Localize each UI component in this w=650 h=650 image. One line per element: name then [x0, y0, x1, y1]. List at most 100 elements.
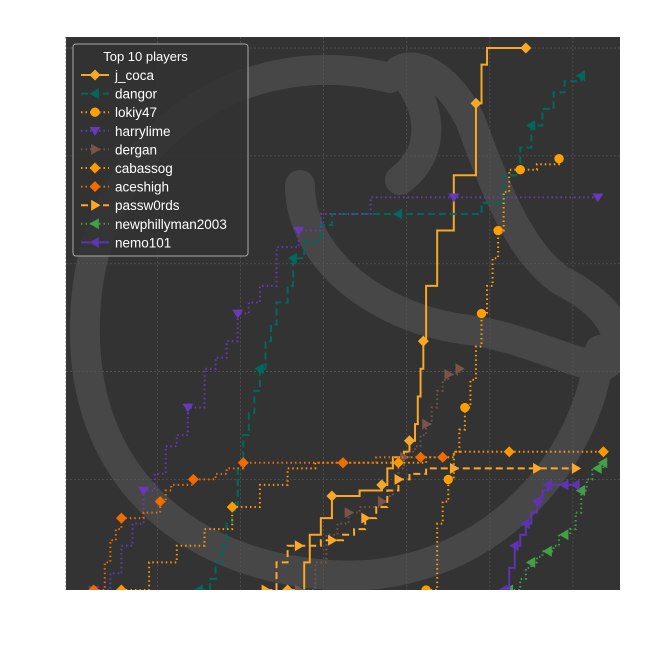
series-lokiy47 [421, 153, 564, 590]
legend-item-cabassog: cabassog [81, 161, 173, 176]
data-point [559, 529, 569, 541]
data-point [559, 479, 569, 491]
data-point [392, 457, 404, 469]
legend-marker [89, 218, 99, 230]
data-point [575, 70, 586, 82]
legend-label: lokiy47 [115, 105, 157, 120]
series-line [121, 450, 604, 590]
data-point [592, 193, 604, 203]
data-point [237, 457, 249, 469]
data-point [503, 446, 515, 458]
series-layer [88, 42, 609, 590]
data-point [417, 335, 429, 347]
data-point [400, 451, 410, 463]
legend-item-dergan: dergan [81, 142, 157, 157]
series-line [426, 158, 561, 590]
legend-label: j_coca [114, 68, 155, 83]
data-point [571, 462, 582, 474]
data-point [554, 153, 564, 164]
data-point [182, 403, 194, 413]
data-point [493, 225, 503, 236]
data-point [509, 540, 519, 552]
data-point [138, 486, 150, 496]
data-point [376, 479, 388, 491]
legend-marker [89, 181, 101, 193]
legend-marker [89, 236, 99, 248]
data-point [444, 368, 454, 380]
data-point [498, 584, 508, 590]
data-point [542, 545, 552, 557]
data-point [394, 473, 404, 485]
data-point [115, 512, 127, 524]
data-point [570, 479, 580, 491]
data-point [597, 446, 609, 458]
data-point [287, 252, 297, 264]
legend-marker [90, 107, 100, 117]
data-point [294, 584, 305, 590]
legend-title: Top 10 players [103, 49, 188, 64]
series-harrylime [88, 193, 604, 590]
legend-item-dangor: dangor [81, 87, 158, 102]
legend-label: nemo101 [115, 235, 171, 250]
legend-label: dergan [115, 142, 157, 157]
data-point [293, 226, 305, 236]
data-point [187, 473, 199, 485]
data-point [542, 479, 552, 491]
legend-marker [91, 199, 101, 211]
data-point [525, 556, 536, 568]
data-point [455, 363, 465, 375]
data-point [361, 512, 371, 524]
data-point [597, 457, 608, 469]
legend-marker [89, 69, 101, 81]
legend-item-newphillyman2003: newphillyman2003 [81, 217, 227, 232]
data-point [470, 97, 482, 109]
data-point [421, 585, 431, 590]
legend-marker [89, 126, 101, 136]
data-point [226, 501, 238, 513]
data-point [115, 584, 127, 590]
legend-label: harrylime [115, 124, 171, 139]
data-point [515, 165, 525, 175]
data-point [392, 208, 403, 220]
series-line [198, 75, 583, 590]
series-line [298, 368, 461, 590]
legend-marker [89, 88, 99, 100]
legend-label: aceshigh [115, 180, 169, 195]
data-point [443, 474, 453, 485]
data-point [294, 540, 305, 552]
legend-item-j_coca: j_coca [81, 68, 155, 83]
data-point [261, 584, 271, 590]
data-point [449, 462, 460, 474]
series-j_coca [282, 42, 532, 590]
legend-label: dangor [115, 87, 158, 102]
data-point [232, 309, 244, 319]
legend-item-nemo101: nemo101 [81, 235, 171, 250]
data-point [254, 363, 264, 375]
data-point [422, 418, 432, 430]
data-point [575, 484, 586, 496]
legend-box [72, 43, 249, 257]
legend-label: passw0rds [115, 198, 180, 213]
legend-item-harrylime: harrylime [81, 124, 171, 139]
legend-label: newphillyman2003 [115, 217, 227, 232]
data-point [533, 462, 543, 474]
data-point [592, 462, 602, 474]
data-point [88, 584, 100, 590]
data-point [415, 451, 427, 463]
series-nemo101 [498, 479, 580, 590]
series-line [93, 456, 443, 590]
data-point [437, 451, 449, 463]
series-dergan [294, 363, 465, 590]
data-point [476, 308, 487, 319]
data-point [448, 193, 460, 203]
legend-label: cabassog [115, 161, 173, 176]
data-point [460, 402, 470, 413]
data-point [520, 518, 530, 530]
data-point [403, 435, 415, 447]
data-point [520, 42, 532, 54]
legend-item-passw0rds: passw0rds [81, 198, 180, 213]
legend-marker [89, 162, 101, 174]
data-point [525, 119, 536, 131]
